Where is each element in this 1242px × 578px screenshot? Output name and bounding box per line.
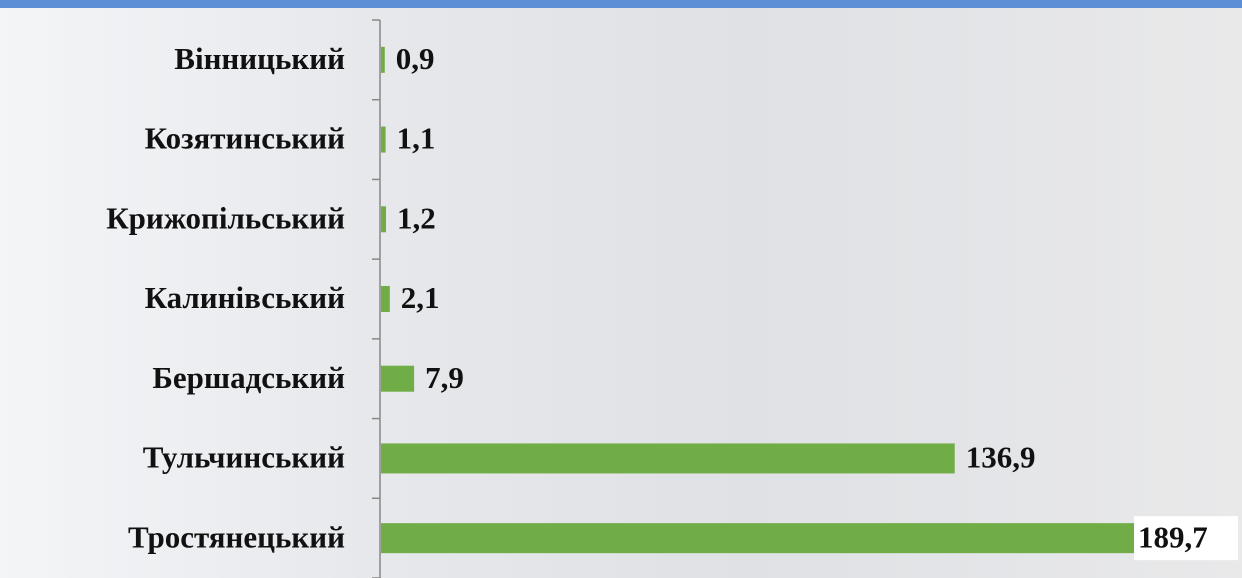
- data-label: 136,9: [966, 440, 1036, 475]
- y-tick-label: Бершадський: [152, 360, 345, 395]
- bar: [381, 47, 385, 73]
- bar: [381, 286, 390, 312]
- bar: [381, 206, 386, 232]
- bar: [381, 366, 414, 392]
- bar: [381, 443, 955, 473]
- data-label: 189,7: [1138, 519, 1208, 554]
- data-label: 1,1: [397, 121, 436, 156]
- y-tick-label: Крижопільський: [106, 200, 345, 235]
- chart: Вінницький 0,9 Козятинський 1,1 Крижопільськ…: [0, 0, 1242, 578]
- data-label: 2,1: [401, 280, 440, 315]
- top-border: [0, 0, 1242, 8]
- bar: [381, 523, 1176, 553]
- bar: [381, 127, 386, 153]
- data-label: 7,9: [425, 360, 464, 395]
- y-tick-label: Тульчинський: [143, 440, 345, 475]
- data-label: 1,2: [397, 200, 436, 235]
- y-tick-label: Козятинський: [145, 121, 345, 156]
- data-label: 0,9: [396, 41, 435, 76]
- y-tick-label: Вінницький: [174, 41, 345, 76]
- y-tick-label: Тростянецький: [128, 519, 345, 554]
- y-tick-label: Калинівський: [145, 280, 346, 315]
